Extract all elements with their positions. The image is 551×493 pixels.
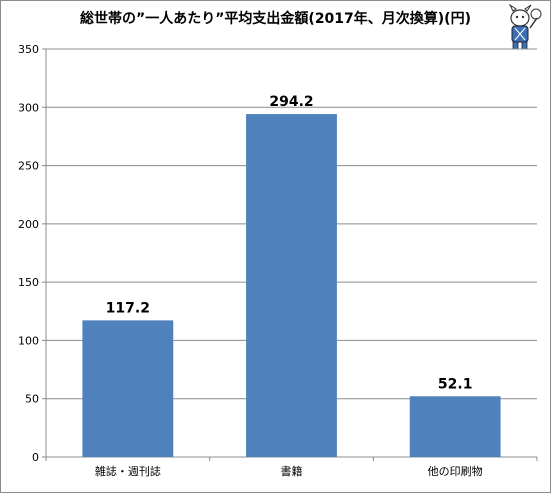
bar (409, 396, 501, 457)
y-tick-label: 50 (25, 393, 39, 406)
y-tick-label: 300 (18, 101, 39, 114)
y-tick-label: 150 (18, 276, 39, 289)
x-tick-label: 他の印刷物 (428, 464, 483, 478)
y-tick-label: 100 (18, 334, 39, 347)
y-tick-label: 200 (18, 218, 39, 231)
y-tick-label: 350 (18, 43, 39, 56)
y-tick-label: 250 (18, 160, 39, 173)
data-label: 117.2 (106, 300, 150, 316)
x-tick-label: 書籍 (281, 464, 303, 478)
data-label: 52.1 (438, 376, 473, 392)
mascot-logo-icon (508, 4, 542, 50)
y-tick-label: 0 (32, 451, 39, 464)
chart-title: 総世帯の”一人あたり”平均支出金額(2017年、月次換算)(円) (80, 11, 471, 27)
x-tick-label: 雑誌・週刊誌 (95, 464, 161, 478)
bar (246, 114, 337, 457)
bar (82, 320, 174, 457)
data-label: 294.2 (269, 94, 313, 110)
